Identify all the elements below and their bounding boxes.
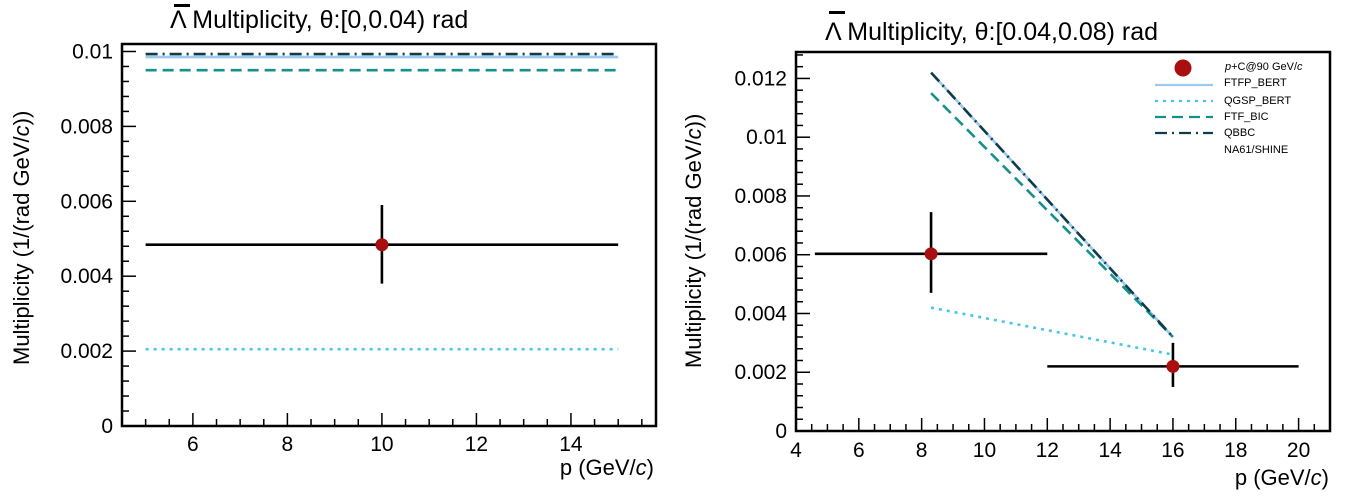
legend-header-text: +C@90 GeV/ — [1231, 61, 1298, 73]
legend-qbbc-label: QBBC — [1224, 127, 1255, 139]
left-x-label-end: ) — [647, 455, 654, 480]
legend-ftfbic-label: FTF_BIC — [1224, 111, 1269, 123]
legend-header-unit: c — [1297, 61, 1303, 73]
right-x-tick-label: 10 — [973, 439, 996, 462]
right-y-tick-label: 0.004 — [734, 302, 787, 325]
legend-ftfp-label: FTFP_BERT — [1224, 77, 1287, 89]
right-title-text: Multiplicity, θ:[0.04,0.08) rad — [840, 18, 1158, 46]
left-x-tick-label: 12 — [465, 433, 488, 456]
right-y-label: Multiplicity (1/(rad GeV/c)) — [681, 114, 706, 368]
left-panel: Λ Multiplicity, θ:[0,0.04) rad 6 8 10 12 14 … — [9, 4, 658, 480]
right-x-label: p (GeV/c) — [1235, 465, 1329, 490]
right-x-label-end: ) — [1322, 465, 1329, 490]
right-y-tick-label: 0.002 — [734, 361, 787, 384]
right-x-label-unit: c — [1311, 465, 1322, 490]
right-y-tick-label: 0.01 — [746, 126, 787, 149]
left-y-label-end: )) — [9, 111, 34, 126]
left-title: Λ Multiplicity, θ:[0,0.04) rad — [170, 6, 468, 34]
right-y-label-text: Multiplicity (1/(rad GeV/ — [681, 138, 706, 368]
right-y-ticks: 0 0.002 0.004 0.006 0.008 0.01 0.012 — [734, 54, 810, 443]
legend-qgsp-label: QGSP_BERT — [1224, 95, 1291, 107]
right-y-tick-label: 0.006 — [734, 244, 787, 267]
left-y-ticks: 0 0.002 0.004 0.006 0.008 0.01 — [60, 40, 136, 438]
right-data-point — [1166, 359, 1180, 373]
right-title-lambda: Λ — [825, 18, 842, 46]
right-y-tick-label: 0 — [775, 420, 787, 443]
right-x-label-text: p (GeV/ — [1235, 465, 1312, 490]
right-x-tick-label: 12 — [1036, 439, 1059, 462]
legend-header-p: p — [1224, 61, 1231, 73]
right-title-overbar — [829, 11, 845, 14]
left-y-tick-label: 0.002 — [60, 340, 113, 363]
legend-data-label: NA61/SHINE — [1224, 144, 1288, 156]
left-x-tick-label: 6 — [187, 433, 199, 456]
right-qgsp-line — [930, 306, 1174, 356]
left-y-tick-label: 0.006 — [60, 190, 113, 213]
right-ftfbic-line — [930, 92, 1174, 338]
left-x-label-text: p (GeV/ — [560, 455, 637, 480]
right-x-tick-label: 6 — [853, 439, 865, 462]
left-plot-frame — [120, 42, 658, 428]
left-x-label-unit: c — [636, 455, 647, 480]
right-y-tick-label: 0.012 — [734, 67, 787, 90]
left-x-ticks: 6 8 10 12 14 — [121, 413, 643, 456]
right-panel: Λ Multiplicity, θ:[0.04,0.08) rad 4 6 8 10 1… — [681, 11, 1332, 490]
left-y-tick-label: 0 — [101, 415, 113, 438]
left-title-text: Multiplicity, θ:[0,0.04) rad — [185, 6, 468, 34]
right-x-tick-label: 14 — [1098, 439, 1122, 462]
right-series — [930, 71, 1174, 356]
legend-header: p+C@90 GeV/c — [1224, 61, 1303, 73]
right-data-point — [924, 247, 938, 261]
left-x-tick-label: 8 — [282, 433, 294, 456]
right-qbbc-line — [930, 71, 1174, 338]
left-y-tick-label: 0.004 — [60, 265, 113, 288]
left-y-label-unit: c — [9, 125, 34, 136]
legend-data-marker — [1174, 59, 1192, 77]
left-series — [145, 52, 619, 351]
left-y-tick-label: 0.01 — [72, 40, 113, 63]
left-title-lambda: Λ — [170, 6, 187, 34]
right-data-points — [814, 212, 1299, 387]
right-x-ticks: 4 6 8 10 12 14 16 18 20 — [790, 418, 1331, 462]
right-x-tick-label: 16 — [1161, 439, 1184, 462]
right-y-label-end: )) — [681, 114, 706, 129]
left-y-tick-label: 0.008 — [60, 115, 113, 138]
left-y-label-text: Multiplicity (1/(rad GeV/ — [9, 135, 34, 365]
right-plot-frame — [794, 50, 1332, 433]
right-y-tick-label: 0.008 — [734, 185, 787, 208]
right-y-label-unit: c — [681, 128, 706, 139]
right-x-tick-label: 18 — [1224, 439, 1247, 462]
left-x-tick-label: 10 — [370, 433, 393, 456]
left-data-point — [375, 238, 389, 252]
left-x-tick-label: 14 — [559, 433, 583, 456]
left-y-label: Multiplicity (1/(rad GeV/c)) — [9, 111, 34, 365]
right-x-tick-label: 8 — [916, 439, 928, 462]
right-x-tick-label: 20 — [1287, 439, 1310, 462]
left-data-points — [145, 205, 619, 284]
legend: p+C@90 GeV/c FTFP_BERT QGSP_BERT FTF_BIC… — [1155, 59, 1303, 156]
left-title-overbar — [174, 4, 190, 7]
right-title: Λ Multiplicity, θ:[0.04,0.08) rad — [825, 18, 1158, 46]
left-x-label: p (GeV/c) — [560, 455, 654, 480]
right-x-tick-label: 4 — [790, 439, 802, 462]
